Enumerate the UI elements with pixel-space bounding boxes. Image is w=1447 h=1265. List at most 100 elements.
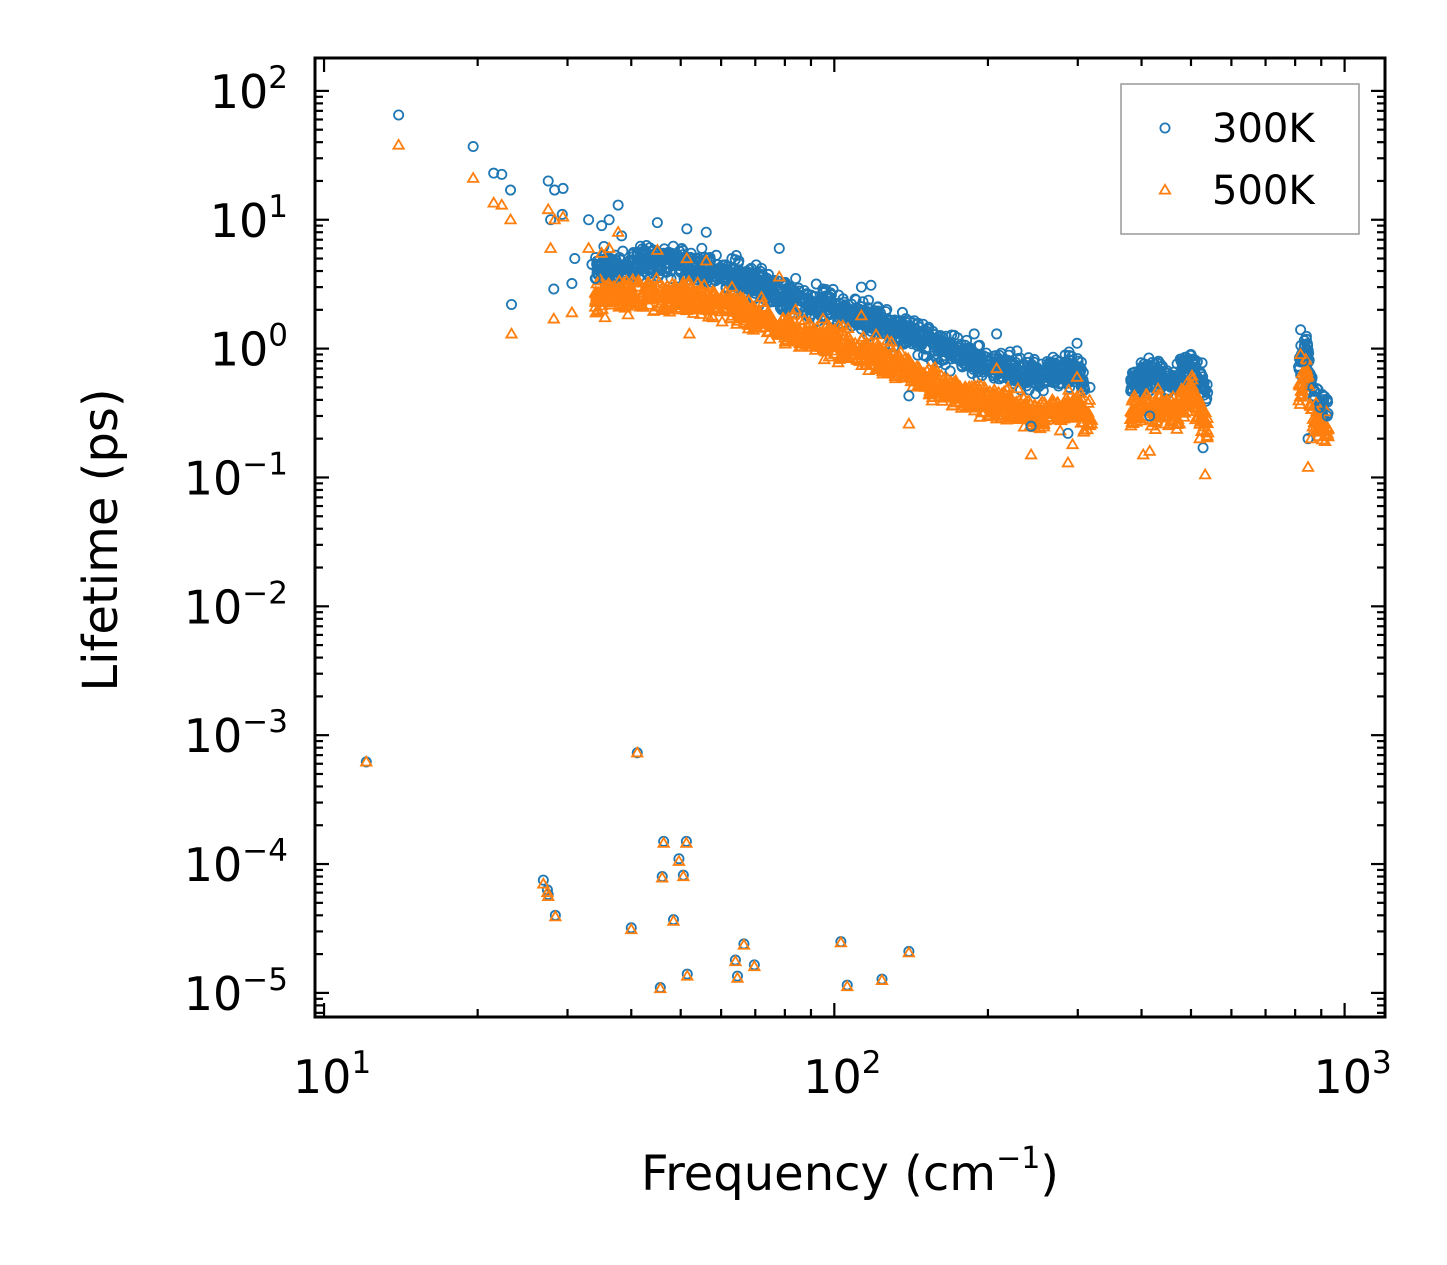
band-point-500K <box>1032 407 1047 419</box>
data-point-300K <box>467 141 479 153</box>
data-point-500K <box>725 280 739 292</box>
band-point-500K <box>830 338 844 351</box>
data-point-300K <box>1084 381 1096 393</box>
band-point-300K <box>952 332 964 344</box>
data-point-500K <box>737 938 751 950</box>
band-point-500K <box>1151 387 1166 400</box>
band-point-500K <box>682 274 696 286</box>
band-point-300K <box>1009 364 1021 376</box>
band-point-300K <box>857 306 869 318</box>
band-point-500K <box>923 381 938 393</box>
band-point-300K <box>959 355 971 367</box>
data-point-300K <box>1314 401 1326 413</box>
y-tick-label: 10−4 <box>184 833 288 892</box>
band-point-300K <box>900 336 912 348</box>
band-point-500K <box>1173 390 1187 402</box>
data-point-500K <box>624 922 639 935</box>
band-point-500K <box>1306 412 1320 424</box>
data-point-500K <box>921 361 936 374</box>
band-point-500K <box>1077 403 1091 416</box>
band-point-300K <box>938 340 950 352</box>
band-point-300K <box>691 266 703 278</box>
data-point-500K <box>653 981 668 994</box>
data-point-300K <box>923 332 935 344</box>
band-point-500K <box>999 398 1014 411</box>
x-tick-label: 101 <box>293 1045 371 1104</box>
band-point-300K <box>980 351 992 363</box>
data-point-300K <box>1307 381 1319 393</box>
band-point-500K <box>647 303 662 315</box>
data-point-300K <box>612 199 624 211</box>
band-point-300K <box>1039 375 1051 387</box>
band-point-300K <box>994 373 1006 385</box>
band-point-500K <box>1060 394 1075 406</box>
y-tick-labels: 102 101 100 10−1 10−2 10−3 10−4 10−5 <box>184 60 288 1021</box>
data-point-300K <box>589 273 601 285</box>
band-point-500K <box>1025 408 1040 420</box>
data-point-500K <box>1184 380 1198 392</box>
band-point-500K <box>659 284 673 296</box>
band-point-300K <box>767 278 779 290</box>
data-point-300K <box>505 184 517 196</box>
band-point-500K <box>879 365 894 378</box>
band-point-500K <box>1133 411 1148 424</box>
data-point-500K <box>699 253 713 266</box>
data-point-500K <box>680 251 694 264</box>
data-point-300K <box>666 247 678 259</box>
data-point-300K <box>773 242 785 254</box>
band-point-500K <box>718 301 732 314</box>
band-point-300K <box>1142 370 1154 382</box>
data-point-300K <box>557 182 569 194</box>
band-point-500K <box>911 374 926 387</box>
data-point-300K <box>566 278 578 290</box>
band-point-500K <box>1149 394 1164 406</box>
data-point-500K <box>630 745 645 758</box>
data-point-300K <box>733 255 745 267</box>
band-point-500K <box>1293 377 1307 390</box>
band-point-500K <box>718 304 732 317</box>
data-point-500K <box>504 326 519 339</box>
band-point-500K <box>690 275 705 288</box>
band-point-500K <box>1180 404 1195 416</box>
band-point-500K <box>906 360 921 373</box>
band-point-500K <box>701 309 716 322</box>
band-point-500K <box>807 321 821 334</box>
band-point-300K <box>622 260 634 272</box>
band-point-500K <box>835 324 850 337</box>
data-point-300K <box>651 217 663 229</box>
band-point-500K <box>1153 401 1167 414</box>
band-point-500K <box>827 347 842 359</box>
band-point-500K <box>843 344 858 356</box>
band-point-300K <box>1074 361 1086 373</box>
band-point-500K <box>1145 400 1160 412</box>
band-point-300K <box>857 296 869 308</box>
band-point-300K <box>993 353 1005 365</box>
data-point-500K <box>680 969 695 981</box>
band-point-300K <box>967 349 979 361</box>
band-point-300K <box>1161 365 1173 377</box>
data-point-300K <box>505 298 517 310</box>
band-point-500K <box>744 301 759 313</box>
band-point-500K <box>992 392 1006 405</box>
band-point-500K <box>797 313 812 325</box>
data-point-300K <box>700 226 712 238</box>
band-point-500K <box>602 287 617 300</box>
band-point-500K <box>893 365 908 377</box>
data-point-300K <box>496 168 508 180</box>
band-point-500K <box>934 377 949 389</box>
band-point-500K <box>925 393 939 406</box>
band-point-500K <box>1061 383 1076 395</box>
band-point-300K <box>920 351 932 363</box>
data-point-500K <box>547 212 562 225</box>
data-point-500K <box>495 198 509 210</box>
plot-frame <box>313 56 1387 1019</box>
data-point-300K <box>1297 355 1309 367</box>
data-point-300K <box>1062 427 1074 439</box>
band-point-300K <box>598 253 610 265</box>
band-point-500K <box>869 327 883 340</box>
band-point-300K <box>781 295 793 307</box>
band-point-500K <box>652 275 666 288</box>
data-point-500K <box>536 877 551 889</box>
band-point-500K <box>1014 403 1029 415</box>
band-point-500K <box>1143 398 1157 410</box>
